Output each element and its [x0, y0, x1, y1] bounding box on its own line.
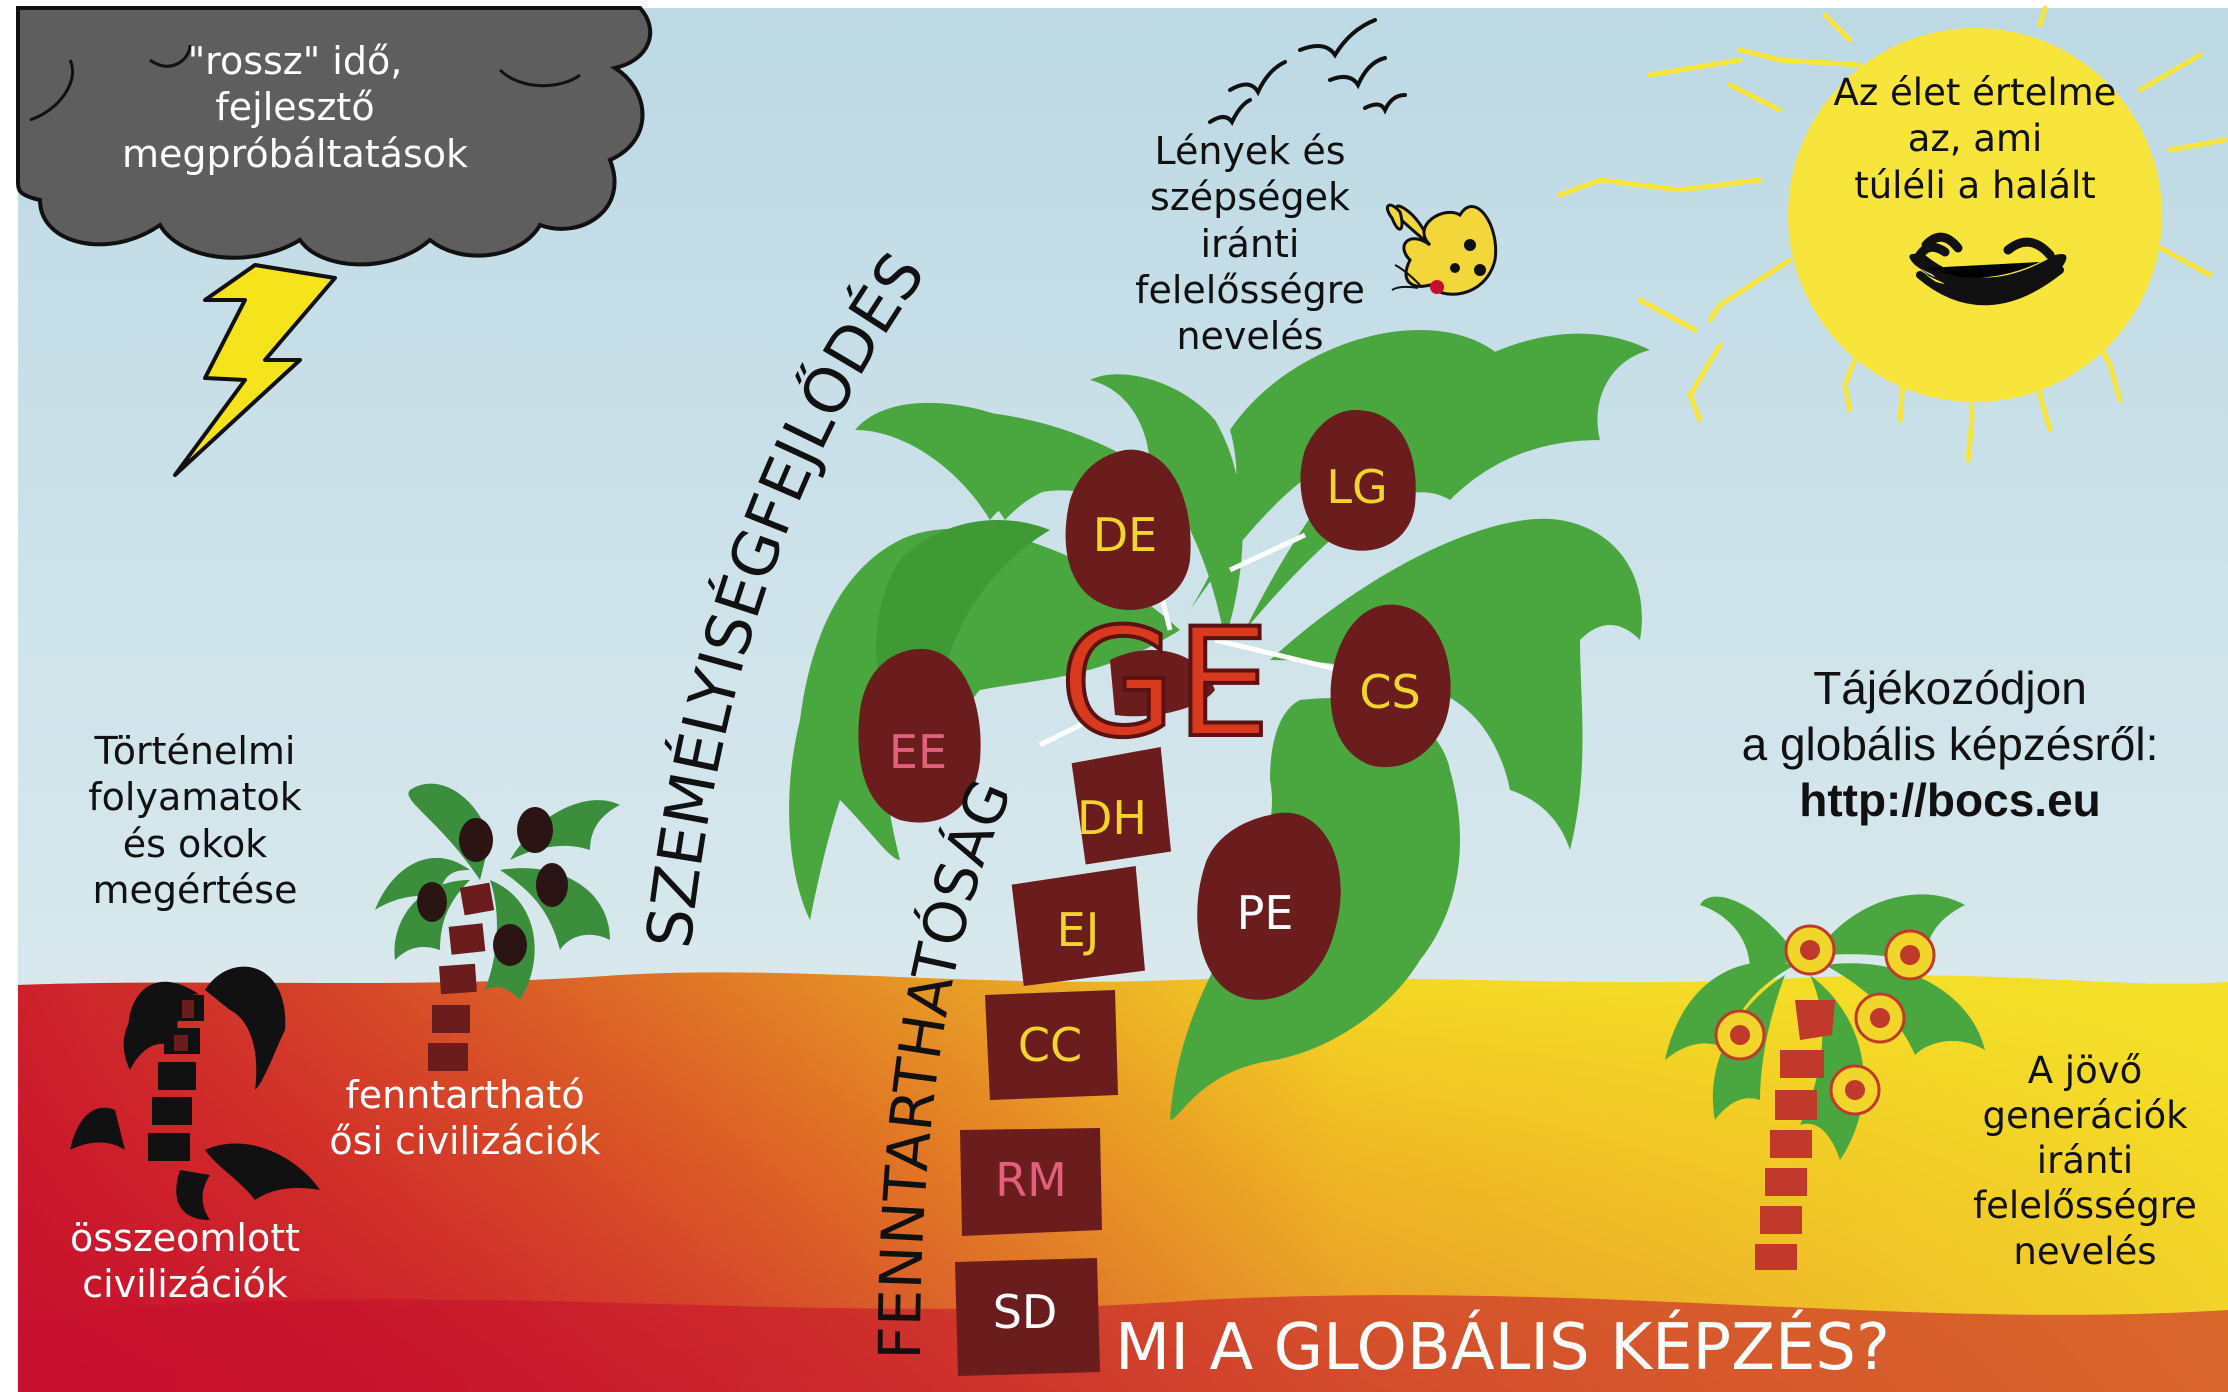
birds-icon	[1208, 18, 1407, 126]
future-line: A jövő	[2027, 1049, 2143, 1092]
big-palm-trunk	[955, 650, 1215, 1376]
future-line: generációk	[1982, 1094, 2188, 1138]
butterfly-icon	[1386, 203, 1498, 296]
beings-line: Lények és	[1154, 129, 1346, 173]
history-caption: Történelmi folyamatok és okok megértése	[50, 728, 340, 913]
small-palm-right	[1665, 894, 1985, 1270]
trunk-label-ej: EJ	[1057, 903, 1100, 957]
cloud-line: "rossz" idő,	[187, 39, 403, 83]
sun-line: az, ami	[1907, 117, 2043, 161]
info-url-link[interactable]: http://bocs.eu	[1799, 774, 2101, 827]
lightning-icon	[173, 263, 337, 477]
collapsed-civ-caption: összeomlott civilizációk	[40, 1215, 330, 1308]
beings-line: iránti	[1200, 221, 1300, 266]
collapsed-palm-icon	[70, 966, 320, 1220]
fruit-label-lg: LG	[1326, 460, 1387, 514]
sun-line: Az élet értelme	[1833, 71, 2117, 114]
sustainable-civ-line: ősi civilizációk	[329, 1119, 601, 1164]
big-palm-fruits	[858, 410, 1451, 1000]
beings-line: szépségek	[1150, 175, 1350, 220]
small-palm-left	[375, 783, 620, 1071]
trunk-label-cc: CC	[1018, 1018, 1082, 1072]
sun-line: túléli a halált	[1854, 163, 2096, 207]
future-caption: A jövő generációk iránti felelősségre ne…	[1940, 1048, 2228, 1274]
smiling-sun-icon	[1557, 5, 2228, 463]
fruit-label-cs: CS	[1359, 665, 1420, 719]
cloud-caption: "rossz" idő, fejlesztő megpróbáltatások	[95, 38, 495, 177]
history-line: Történelmi	[94, 729, 296, 773]
sustainable-civ-caption: fenntartható ősi civilizációk	[315, 1072, 615, 1165]
ground	[18, 972, 2228, 1392]
history-line: folyamatok	[88, 775, 302, 820]
collapsed-civ-line: civilizációk	[82, 1262, 288, 1307]
big-palm-leaves	[789, 330, 1650, 1120]
collapsed-palm-trunk-accents	[174, 1000, 194, 1051]
cloud-line: fejlesztő	[215, 85, 375, 130]
history-line: és okok	[122, 821, 268, 866]
trunk-label-sd: SD	[993, 1285, 1058, 1339]
storm-cloud-icon	[16, 6, 653, 267]
future-line: iránti	[2036, 1139, 2134, 1183]
beings-line: felelősségre	[1135, 268, 1365, 313]
future-line: felelősségre	[1973, 1184, 2197, 1228]
history-line: megértése	[92, 868, 298, 913]
ge-center-label: GE	[1059, 597, 1270, 771]
future-line: nevelés	[2013, 1229, 2157, 1273]
collapsed-civ-line: összeomlott	[69, 1216, 301, 1260]
beings-caption: Lények és szépségek iránti felelősségre …	[1090, 128, 1410, 360]
main-title: MI A GLOBÁLIS KÉPZÉS?	[1115, 1311, 1890, 1385]
trunk-label-rm: RM	[995, 1153, 1067, 1207]
fruit-label-pe: PE	[1237, 886, 1294, 940]
trunk-label-dh: DH	[1077, 791, 1147, 845]
info-caption: Tájékozódjon a globális képzésről: http:…	[1690, 660, 2210, 828]
fruit-label-de: DE	[1093, 508, 1158, 562]
fruit-label-ee: EE	[889, 725, 947, 779]
beings-line: nevelés	[1176, 314, 1324, 359]
info-line: Tájékozódjon	[1813, 662, 2087, 714]
sustainable-civ-line: fenntartható	[345, 1073, 585, 1117]
cloud-line: megpróbáltatások	[121, 131, 469, 176]
info-line: a globális képzésről:	[1741, 718, 2159, 771]
sun-caption: Az élet értelme az, ami túléli a halált	[1790, 70, 2160, 209]
